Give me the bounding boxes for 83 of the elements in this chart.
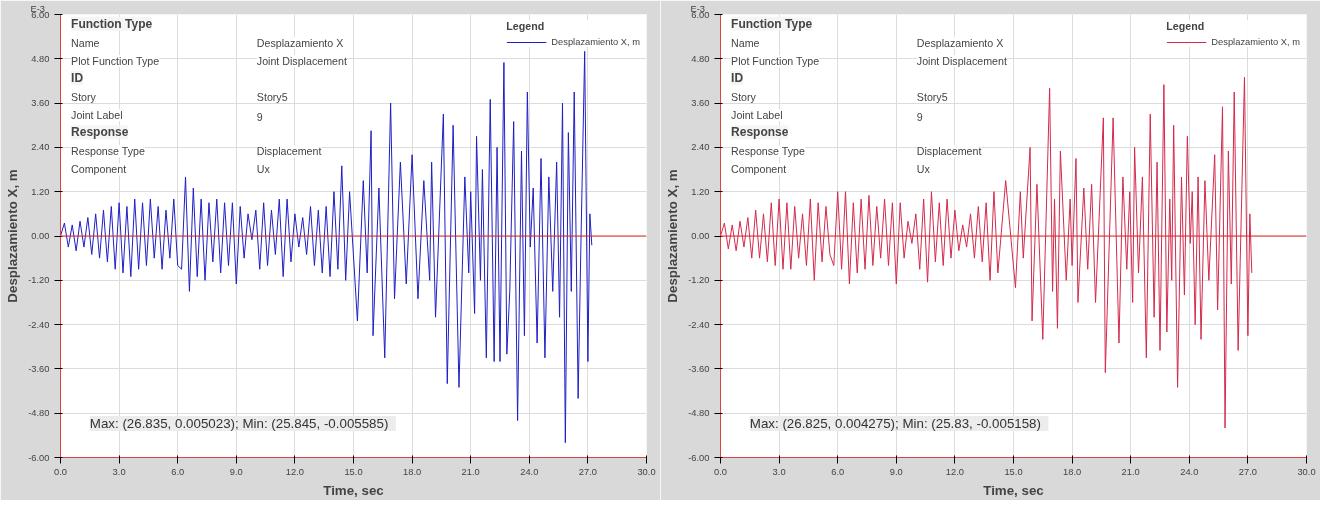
line-series <box>60 50 593 444</box>
legend-label: Desplazamiento X, m <box>551 37 640 47</box>
x-tick-label: 21.0 <box>461 466 480 477</box>
annotation: Story <box>731 91 757 104</box>
legend-title: Legend <box>506 20 546 32</box>
annotation: Function Type <box>731 16 813 31</box>
x-tick-label: 15.0 <box>344 466 363 477</box>
annotation: Plot Function Type <box>731 54 820 67</box>
x-tick-label: 18.0 <box>403 466 422 477</box>
y-tick-label: -4.80 <box>28 408 50 419</box>
legend-label: Desplazamiento X, m <box>1211 37 1300 47</box>
annotation: 9 <box>256 111 263 124</box>
annotation: Response <box>71 125 129 140</box>
y-tick-label: -6.00 <box>688 452 710 463</box>
x-tick-label: 24.0 <box>520 466 539 477</box>
annotation: Component <box>71 163 127 176</box>
legend-title: Legend <box>1166 20 1206 32</box>
annotation: Story5 <box>256 91 288 104</box>
x-axis-title: Time, sec <box>323 482 385 498</box>
annotation: Response Type <box>71 145 145 158</box>
annotation: ID <box>731 71 744 86</box>
x-tick-label: 12.0 <box>285 466 304 477</box>
x-tick-label: 0.0 <box>714 466 727 477</box>
y-tick-label: 4.80 <box>691 53 710 64</box>
x-tick-label: 3.0 <box>112 466 126 477</box>
y-tick-label: 0.00 <box>31 231 50 241</box>
annotation: ID <box>71 71 84 86</box>
annotation: Component <box>731 163 787 176</box>
annotation: Joint Label <box>731 109 783 122</box>
x-axis-title: Time, sec <box>983 482 1045 498</box>
x-tick-label: 0.0 <box>54 466 67 477</box>
x-tick-label: 27.0 <box>578 466 597 477</box>
annotation: Displacement <box>916 145 982 158</box>
annotation: Displacement <box>256 145 322 158</box>
x-tick-label: 6.0 <box>831 466 845 477</box>
annotation: Name <box>71 36 100 49</box>
x-tick-label: 27.0 <box>1238 466 1257 477</box>
y-axis-title: Desplazamiento X, m <box>5 169 21 303</box>
annotation: Response <box>731 125 789 140</box>
y-tick-label: 0.00 <box>691 231 710 241</box>
annotation: Name <box>731 36 760 49</box>
y-tick-label: -6.00 <box>28 452 50 463</box>
y-tick-label: 3.60 <box>31 98 50 109</box>
y-tick-label: 1.20 <box>691 186 710 197</box>
x-tick-label: 6.0 <box>171 466 185 477</box>
x-tick-label: 9.0 <box>229 466 243 477</box>
annotation: Joint Label <box>71 109 123 122</box>
annotation: Joint Displacement <box>256 54 347 67</box>
y-tick-label: -3.60 <box>688 363 710 374</box>
y-tick-label: 4.80 <box>31 53 50 64</box>
y-axis-title: Desplazamiento X, m <box>665 169 681 303</box>
x-tick-label: 15.0 <box>1004 466 1023 477</box>
y-tick-label: 3.60 <box>691 98 710 109</box>
x-tick-label: 24.0 <box>1180 466 1199 477</box>
annotation: Response Type <box>731 145 805 158</box>
y-tick-label: 2.40 <box>31 142 50 153</box>
x-tick-label: 12.0 <box>945 466 964 477</box>
y-tick-label: 1.20 <box>31 186 50 197</box>
y-tick-label: -2.40 <box>28 319 50 330</box>
x-tick-label: 9.0 <box>889 466 903 477</box>
y-tick-label: 2.40 <box>691 142 710 153</box>
x-tick-label: 18.0 <box>1063 466 1082 477</box>
annotation: Ux <box>256 163 271 176</box>
annotation: Ux <box>916 163 931 176</box>
annotation: Story <box>71 91 97 104</box>
y-tick-label: -1.20 <box>28 275 50 286</box>
y-tick-label: -3.60 <box>28 363 50 374</box>
annotation: Max: (26.825, 0.004275); Min: (25.83, -0.005158) <box>749 415 1041 431</box>
x-tick-label: 3.0 <box>772 466 786 477</box>
x-tick-label: 30.0 <box>1297 466 1316 477</box>
annotation: Plot Function Type <box>71 54 160 67</box>
annotation: Joint Displacement <box>916 54 1007 67</box>
annotation: Function Type <box>71 16 153 31</box>
y-tick-label: -1.20 <box>688 275 710 286</box>
x-tick-label: 21.0 <box>1121 466 1140 477</box>
annotation: 9 <box>916 111 923 124</box>
annotation: Desplazamiento X <box>256 36 344 49</box>
y-tick-label: -2.40 <box>688 319 710 330</box>
y-tick-label: -4.80 <box>688 408 710 419</box>
x-tick-label: 30.0 <box>637 466 656 477</box>
annotation: Desplazamiento X <box>916 36 1004 49</box>
annotation: Max: (26.835, 0.005023); Min: (25.845, -0.005585) <box>89 415 389 431</box>
annotation: Story5 <box>916 91 948 104</box>
